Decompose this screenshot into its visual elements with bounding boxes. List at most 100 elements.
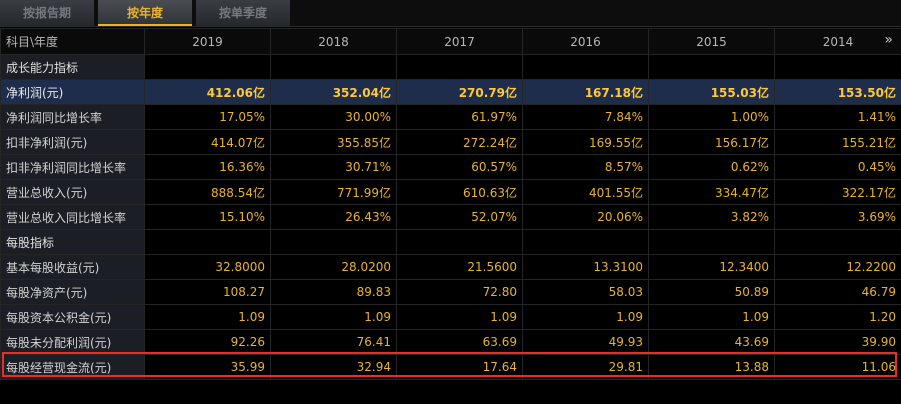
period-tab-bar: 按报告期 按年度 按单季度 (0, 0, 901, 27)
value-cell: 17.64 (396, 354, 523, 380)
empty-cell (648, 229, 775, 255)
row-label: 每股经营现金流(元) (0, 354, 145, 380)
value-cell: 58.03 (522, 279, 649, 305)
row-label: 每股未分配利润(元) (0, 329, 145, 355)
row-label: 净利润同比增长率 (0, 104, 145, 130)
row-label: 营业总收入同比增长率 (0, 204, 145, 230)
value-cell: 29.81 (522, 354, 649, 380)
empty-cell (144, 54, 271, 80)
value-cell: 0.45% (774, 154, 901, 180)
row-label: 扣非净利润同比增长率 (0, 154, 145, 180)
value-cell: 50.89 (648, 279, 775, 305)
value-cell: 21.5600 (396, 254, 523, 280)
value-cell: 1.00% (648, 104, 775, 130)
row-label: 扣非净利润(元) (0, 129, 145, 155)
empty-cell (522, 229, 649, 255)
value-cell: 1.41% (774, 104, 901, 130)
value-cell: 322.17亿 (774, 179, 901, 205)
column-header-year-label: 2014 (822, 34, 854, 49)
value-cell: 3.69% (774, 204, 901, 230)
value-cell: 270.79亿 (396, 79, 523, 105)
tab-by-report-period[interactable]: 按报告期 (0, 0, 94, 26)
column-header-label: 科目\年度 (0, 28, 145, 55)
table-row: 扣非净利润(元) 414.07亿 355.85亿 272.24亿 169.55亿 156.… (0, 129, 901, 155)
table-row: 每股未分配利润(元) 92.26 76.41 63.69 49.93 43.69 39.90 (0, 329, 901, 355)
value-cell: 26.43% (270, 204, 397, 230)
value-cell: 16.36% (144, 154, 271, 180)
value-cell: 28.0200 (270, 254, 397, 280)
value-cell: 17.05% (144, 104, 271, 130)
column-header-year: 2014 » (774, 28, 901, 55)
value-cell: 63.69 (396, 329, 523, 355)
table-row: 基本每股收益(元) 32.8000 28.0200 21.5600 13.3100 12.… (0, 254, 901, 280)
value-cell: 355.85亿 (270, 129, 397, 155)
value-cell: 108.27 (144, 279, 271, 305)
value-cell: 49.93 (522, 329, 649, 355)
value-cell: 352.04亿 (270, 79, 397, 105)
column-header-year: 2016 (522, 28, 649, 55)
value-cell: 272.24亿 (396, 129, 523, 155)
value-cell: 30.71% (270, 154, 397, 180)
tab-by-quarter[interactable]: 按单季度 (196, 0, 290, 26)
value-cell: 89.83 (270, 279, 397, 305)
value-cell: 1.09 (648, 304, 775, 330)
row-label: 每股净资产(元) (0, 279, 145, 305)
value-cell: 1.09 (270, 304, 397, 330)
table-header-row: 科目\年度 2019 2018 2017 2016 2015 2014 » (0, 28, 901, 55)
table-row: 每股经营现金流(元) 35.99 32.94 17.64 29.81 13.88 11.06 (0, 354, 901, 380)
value-cell: 414.07亿 (144, 129, 271, 155)
value-cell: 155.03亿 (648, 79, 775, 105)
section-title: 每股指标 (0, 229, 145, 255)
value-cell: 412.06亿 (144, 79, 271, 105)
value-cell: 30.00% (270, 104, 397, 130)
value-cell: 32.8000 (144, 254, 271, 280)
empty-cell (270, 229, 397, 255)
value-cell: 60.57% (396, 154, 523, 180)
row-label: 营业总收入(元) (0, 179, 145, 205)
value-cell: 32.94 (270, 354, 397, 380)
table-row: 扣非净利润同比增长率 16.36% 30.71% 60.57% 8.57% 0.62% 0.… (0, 154, 901, 180)
value-cell: 13.3100 (522, 254, 649, 280)
empty-cell (396, 229, 523, 255)
empty-cell (774, 54, 901, 80)
value-cell: 888.54亿 (144, 179, 271, 205)
section-row: 成长能力指标 (0, 54, 901, 80)
value-cell: 1.20 (774, 304, 901, 330)
value-cell: 20.06% (522, 204, 649, 230)
table-row: 营业总收入(元) 888.54亿 771.99亿 610.63亿 401.55亿 334.… (0, 179, 901, 205)
value-cell: 610.63亿 (396, 179, 523, 205)
value-cell: 39.90 (774, 329, 901, 355)
section-row: 每股指标 (0, 229, 901, 255)
value-cell: 12.2200 (774, 254, 901, 280)
value-cell: 61.97% (396, 104, 523, 130)
value-cell: 72.80 (396, 279, 523, 305)
table-row: 净利润(元) 412.06亿 352.04亿 270.79亿 167.18亿 155.03… (0, 79, 901, 105)
value-cell: 15.10% (144, 204, 271, 230)
value-cell: 7.84% (522, 104, 649, 130)
value-cell: 35.99 (144, 354, 271, 380)
value-cell: 167.18亿 (522, 79, 649, 105)
empty-cell (396, 54, 523, 80)
value-cell: 771.99亿 (270, 179, 397, 205)
table-row: 每股净资产(元) 108.27 89.83 72.80 58.03 50.89 46.79 (0, 279, 901, 305)
column-header-year: 2019 (144, 28, 271, 55)
value-cell: 13.88 (648, 354, 775, 380)
value-cell: 1.09 (396, 304, 523, 330)
value-cell: 153.50亿 (774, 79, 901, 105)
value-cell: 92.26 (144, 329, 271, 355)
column-header-year: 2015 (648, 28, 775, 55)
value-cell: 8.57% (522, 154, 649, 180)
table-row: 营业总收入同比增长率 15.10% 26.43% 52.07% 20.06% 3.82% 3… (0, 204, 901, 230)
value-cell: 1.09 (522, 304, 649, 330)
value-cell: 52.07% (396, 204, 523, 230)
section-title: 成长能力指标 (0, 54, 145, 80)
value-cell: 43.69 (648, 329, 775, 355)
financial-indicator-table: 科目\年度 2019 2018 2017 2016 2015 2014 » 成长… (0, 28, 901, 380)
empty-cell (648, 54, 775, 80)
value-cell: 401.55亿 (522, 179, 649, 205)
tab-by-year[interactable]: 按年度 (98, 0, 192, 26)
empty-cell (144, 229, 271, 255)
empty-cell (774, 229, 901, 255)
more-columns-icon[interactable]: » (884, 32, 893, 48)
table-row: 净利润同比增长率 17.05% 30.00% 61.97% 7.84% 1.00% 1.41… (0, 104, 901, 130)
